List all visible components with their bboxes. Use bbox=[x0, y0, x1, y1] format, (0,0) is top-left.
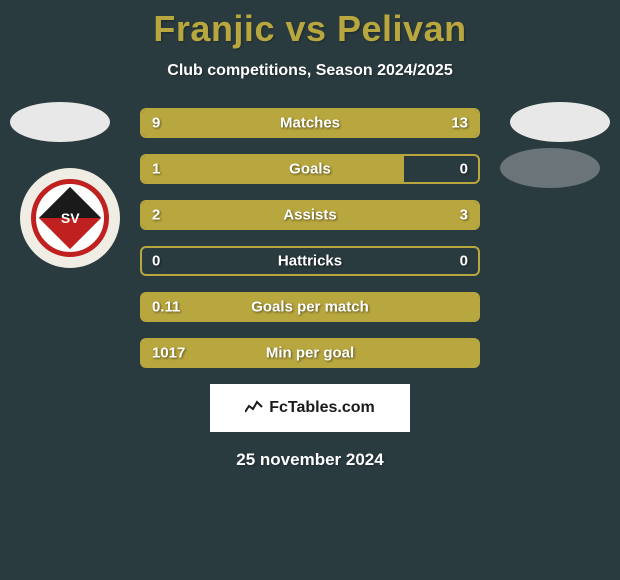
stat-label: Min per goal bbox=[266, 345, 354, 362]
bar-left-fill bbox=[142, 156, 404, 182]
stat-value-left: 0 bbox=[152, 253, 160, 270]
stat-label: Assists bbox=[283, 207, 336, 224]
stat-label: Matches bbox=[280, 115, 340, 132]
fctables-logo: FcTables.com bbox=[210, 384, 410, 432]
club-right-badge bbox=[500, 148, 600, 188]
stat-value-right: 13 bbox=[451, 115, 468, 132]
page-subtitle: Club competitions, Season 2024/2025 bbox=[0, 62, 620, 80]
bar-left-fill bbox=[142, 110, 280, 136]
chart-icon bbox=[245, 400, 263, 417]
stat-value-left: 1 bbox=[152, 161, 160, 178]
club-left-badge-text: SV bbox=[61, 210, 80, 226]
snapshot-date: 25 november 2024 bbox=[0, 450, 620, 470]
stat-label: Hattricks bbox=[278, 253, 342, 270]
stat-row: 0.11 Goals per match bbox=[140, 292, 480, 322]
player-left-avatar bbox=[10, 102, 110, 142]
stat-label: Goals bbox=[289, 161, 331, 178]
comparison-chart: SV 9 13 Matches 1 0 Goals 2 3 Assists 0 0 Hattricks… bbox=[0, 108, 620, 368]
page-title: Franjic vs Pelivan bbox=[0, 0, 620, 50]
stat-label: Goals per match bbox=[251, 299, 369, 316]
stat-value-left: 1017 bbox=[152, 345, 185, 362]
stat-row: 0 0 Hattricks bbox=[140, 246, 480, 276]
player-right-avatar bbox=[510, 102, 610, 142]
stat-row: 1 0 Goals bbox=[140, 154, 480, 184]
stat-value-left: 9 bbox=[152, 115, 160, 132]
stat-value-right: 0 bbox=[460, 161, 468, 178]
stat-value-right: 0 bbox=[460, 253, 468, 270]
stat-value-right: 3 bbox=[460, 207, 468, 224]
stat-row: 9 13 Matches bbox=[140, 108, 480, 138]
stat-value-left: 0.11 bbox=[152, 299, 180, 316]
stat-value-left: 2 bbox=[152, 207, 160, 224]
logo-text: FcTables.com bbox=[269, 399, 375, 417]
club-left-badge: SV bbox=[20, 168, 120, 268]
stat-row: 2 3 Assists bbox=[140, 200, 480, 230]
stat-row: 1017 Min per goal bbox=[140, 338, 480, 368]
bar-left-fill bbox=[142, 202, 276, 228]
